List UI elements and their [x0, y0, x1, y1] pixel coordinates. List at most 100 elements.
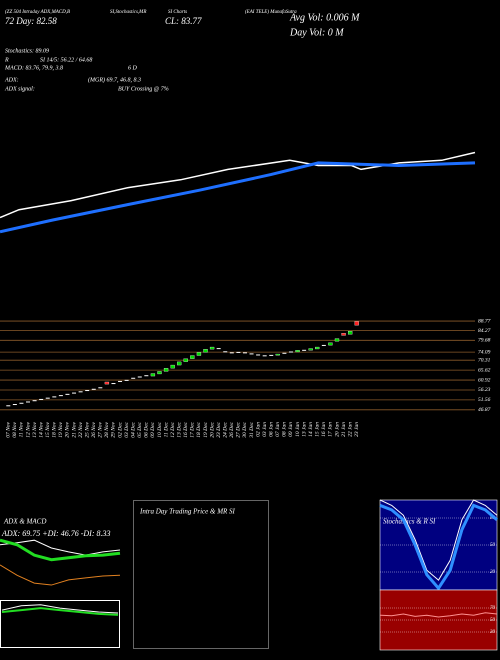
line — [1, 604, 119, 614]
candle — [91, 388, 96, 390]
candle — [104, 381, 110, 385]
x-tick-label: 13 Jan — [301, 422, 307, 437]
line — [0, 539, 121, 556]
x-tick-label: 08 Nov — [12, 421, 18, 437]
candle — [170, 364, 175, 369]
x-tick-label: 13 Dec — [176, 421, 182, 437]
candle — [58, 395, 63, 397]
x-tick-label: 10 Jan — [295, 422, 301, 437]
header-text: CL: 83.77 — [165, 16, 202, 26]
x-tick-label: 07 Jan — [275, 422, 281, 437]
y-tick-label: 50 — [490, 618, 496, 623]
x-tick-label: 13 Nov — [32, 421, 38, 437]
x-tick-label: 06 Dec — [144, 421, 150, 437]
y-tick-label: 20 — [490, 570, 496, 575]
header-text: ADX signal: — [4, 86, 35, 92]
x-tick-label: 20 Dec — [209, 421, 215, 437]
x-tick-label: 14 Nov — [37, 421, 44, 437]
candle — [19, 402, 24, 404]
y-tick-label: 51.56 — [478, 397, 491, 403]
header-text: BUY Crossing @ 7% — [118, 86, 169, 92]
y-tick-label: 60.92 — [478, 377, 491, 383]
x-tick-label: 20 Nov — [65, 421, 71, 437]
candle — [347, 331, 353, 335]
x-tick-label: 15 Nov — [45, 421, 51, 437]
x-tick-label: 24 Dec — [221, 421, 228, 437]
panel-title: Stochastics & R SI — [383, 518, 436, 526]
candle — [52, 396, 57, 398]
candle — [256, 354, 261, 356]
candle — [78, 391, 83, 393]
candle — [334, 338, 340, 342]
y-tick-label: 56.23 — [478, 387, 491, 393]
x-tick-label: 04 Dec — [129, 421, 136, 437]
x-tick-label: 05 Dec — [137, 421, 143, 437]
y-tick-label: 88.77 — [478, 318, 491, 324]
x-tick-label: 23 Jan — [354, 422, 360, 437]
candle — [249, 353, 254, 355]
x-tick-label: 02 Dec — [117, 421, 123, 437]
candle — [209, 346, 215, 350]
y-tick-label: 79.68 — [478, 338, 491, 344]
candle — [12, 404, 17, 406]
candle — [6, 405, 11, 407]
x-tick-label: 21 Nov — [71, 421, 77, 437]
line — [379, 503, 498, 591]
y-tick-label: 74.09 — [478, 348, 491, 355]
header-text: SI Charts — [168, 10, 187, 15]
candle — [163, 368, 169, 372]
candle — [275, 353, 280, 356]
x-tick-label: 16 Jan — [321, 422, 327, 437]
x-tick-label: 17 Dec — [190, 421, 196, 437]
candle — [177, 361, 182, 366]
x-tick-label: 22 Nov — [78, 421, 84, 437]
x-tick-label: 12 Dec — [170, 421, 176, 437]
candle — [144, 375, 149, 377]
y-tick-label: 70 — [490, 606, 496, 611]
candle — [321, 344, 326, 346]
header-text: R — [4, 57, 9, 63]
x-tick-label: 11 Dec — [163, 421, 169, 437]
y-tick-label: 50 — [490, 543, 496, 548]
x-tick-label: 21 Jan — [341, 422, 347, 437]
x-tick-label: 09 Dec — [150, 421, 156, 437]
candle — [196, 352, 202, 356]
y-tick-label: 65.62 — [478, 367, 491, 373]
x-tick-label: 03 Dec — [124, 421, 130, 437]
x-tick-label: 18 Nov — [52, 421, 58, 437]
candle — [308, 348, 313, 351]
x-tick-label: 12 Nov — [25, 421, 31, 437]
line — [0, 564, 121, 586]
panel-title: Intra Day Trading Price & MR SI — [139, 508, 236, 516]
header-text: SI,Stochastics,MR — [110, 10, 146, 15]
y-tick-label: 30 — [490, 630, 496, 635]
header-text: Avg Vol: 0.006 M — [289, 12, 360, 23]
x-tick-label: 06 Jan — [269, 422, 275, 437]
candle — [124, 379, 129, 381]
candle — [157, 371, 162, 375]
header-text: 72 Day: 82.58 — [5, 16, 57, 26]
candle — [223, 351, 228, 353]
header-text: 6 D — [128, 65, 138, 71]
y-tick-label: 80 — [490, 516, 496, 521]
header-text: (EAI TELE) MunafaSutra — [245, 10, 297, 15]
x-tick-label: 16 Dec — [183, 421, 189, 437]
y-tick-label: 70.31 — [478, 357, 491, 363]
line — [0, 151, 476, 219]
header-text: Day Vol: 0 M — [289, 27, 344, 38]
candle — [150, 373, 156, 377]
x-tick-label: 17 Jan — [328, 422, 334, 437]
candle — [118, 380, 123, 382]
candle — [183, 358, 188, 362]
candle — [315, 346, 320, 350]
line — [1, 607, 119, 616]
candle — [242, 352, 247, 354]
candle — [203, 349, 208, 353]
candle — [288, 351, 293, 353]
candle — [32, 400, 37, 402]
x-tick-label: 10 Dec — [157, 421, 163, 437]
macd-frame — [0, 600, 120, 648]
intraday-frame — [133, 500, 269, 649]
candle — [39, 398, 44, 400]
y-tick-label: 46.87 — [478, 406, 491, 413]
